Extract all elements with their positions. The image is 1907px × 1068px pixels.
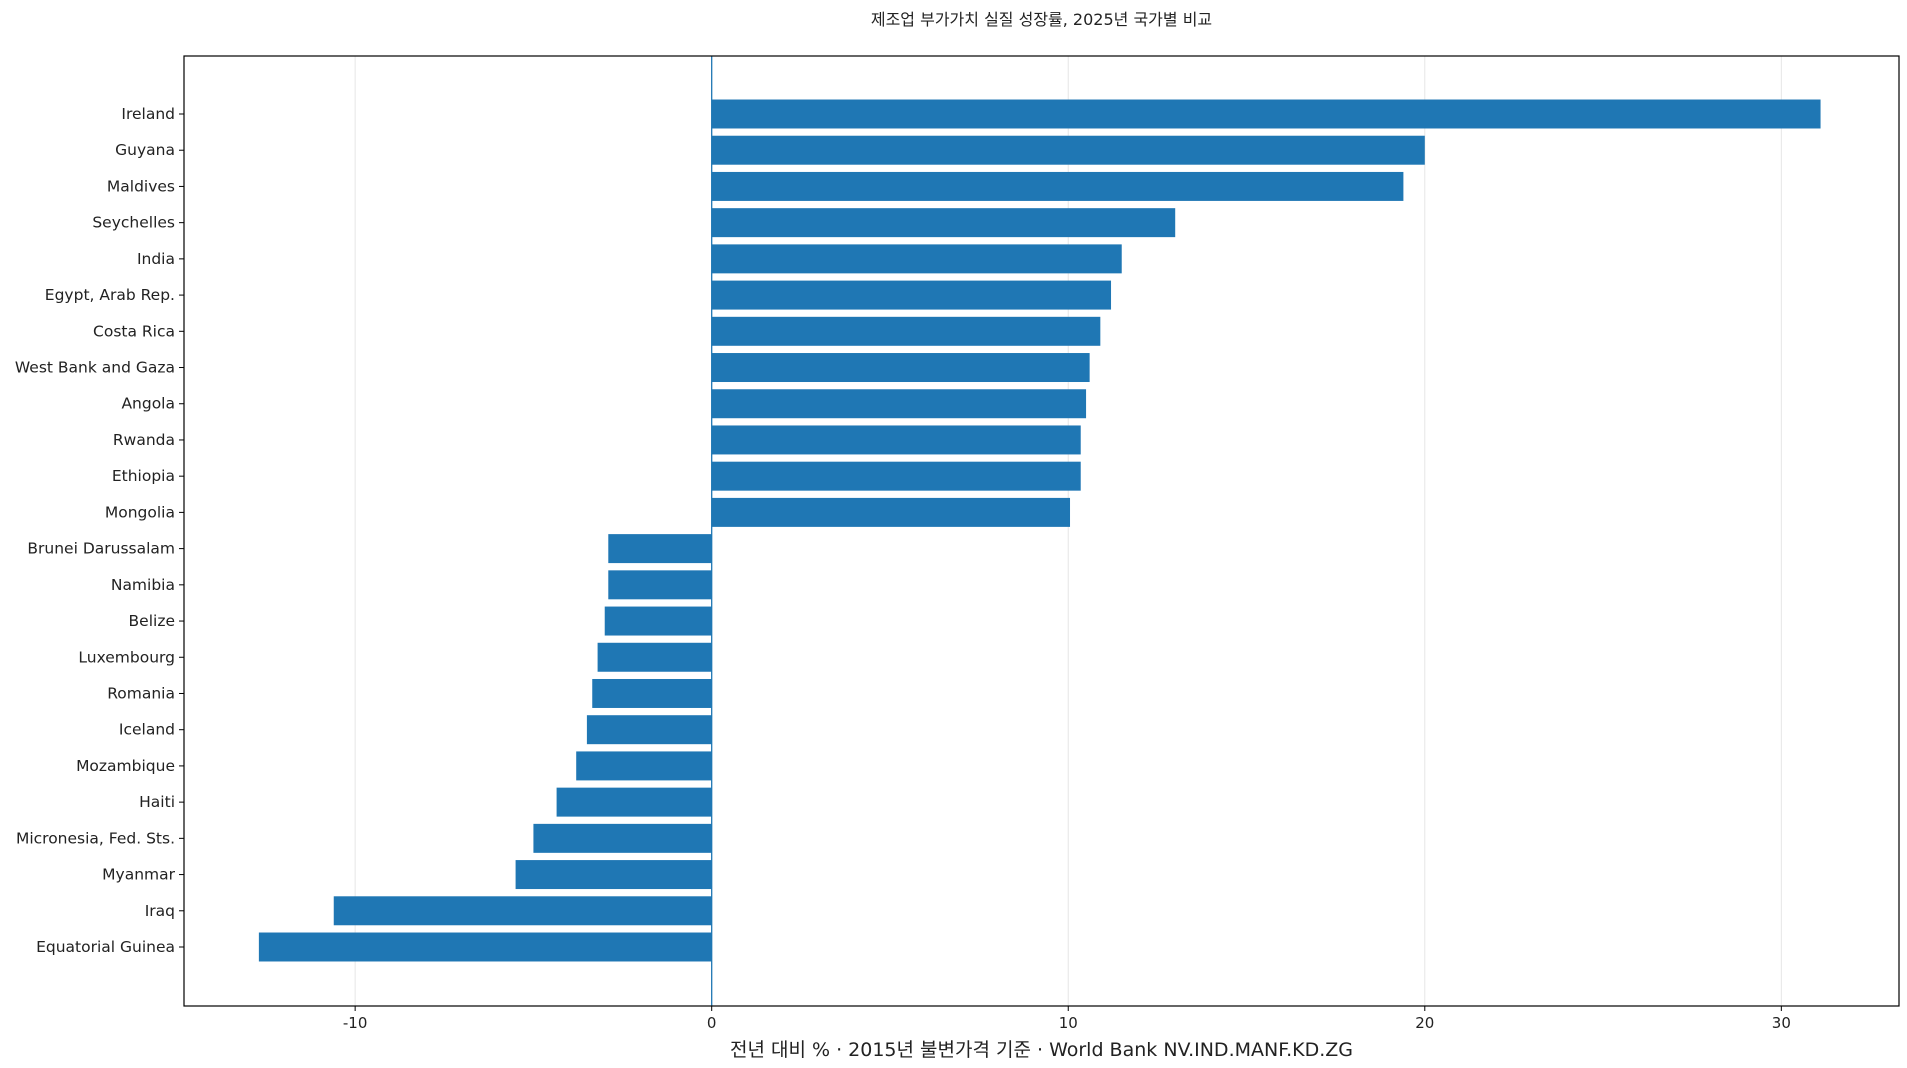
bar [711, 316, 1101, 346]
bar [711, 497, 1071, 527]
bar [711, 461, 1081, 491]
bar [711, 135, 1425, 165]
y-tick-label: Costa Rica [93, 322, 175, 340]
y-tick-label: India [137, 250, 175, 268]
y-tick-label: Namibia [111, 576, 175, 594]
bar [258, 932, 712, 962]
bar [711, 244, 1122, 274]
y-tick-label: West Bank and Gaza [15, 359, 175, 377]
bar [608, 570, 712, 600]
bars [258, 99, 1821, 962]
y-tick-label: Brunei Darussalam [27, 540, 175, 558]
y-tick-label: Micronesia, Fed. Sts. [16, 829, 175, 847]
y-axis-ticks: Ireland Guyana Maldives Seychelles India Egyp… [15, 105, 184, 956]
bar [711, 99, 1821, 129]
bar [556, 787, 712, 817]
x-axis-label: 전년 대비 % · 2015년 불변가격 기준 · World Bank NV.… [730, 1039, 1353, 1061]
x-tick-label: -10 [343, 1014, 368, 1032]
bar [711, 353, 1090, 383]
y-tick-label: Seychelles [92, 214, 175, 232]
x-axis-ticks: -10 0 10 20 30 [343, 1006, 1791, 1032]
y-tick-label: Haiti [139, 793, 175, 811]
y-tick-label: Equatorial Guinea [36, 938, 175, 956]
y-tick-label: Mongolia [105, 503, 175, 521]
x-tick-label: 20 [1415, 1014, 1434, 1032]
y-tick-label: Myanmar [102, 866, 175, 884]
y-tick-label: Ireland [121, 105, 175, 123]
y-tick-label: Iraq [145, 902, 175, 920]
y-tick-label: Angola [121, 395, 175, 413]
bar [533, 823, 712, 853]
bar [597, 642, 712, 672]
y-tick-label: Rwanda [113, 431, 175, 449]
bar [711, 389, 1087, 419]
y-tick-label: Belize [129, 612, 175, 630]
plot-frame [183, 55, 1900, 1007]
bar [711, 171, 1404, 201]
bar [333, 896, 712, 926]
bar [711, 280, 1112, 310]
y-tick-label: Maldives [107, 177, 175, 195]
bar [604, 606, 712, 636]
y-tick-label: Ethiopia [112, 467, 175, 485]
x-tick-label: 30 [1772, 1014, 1791, 1032]
bar [576, 751, 712, 781]
bar [711, 208, 1176, 238]
y-tick-label: Guyana [115, 141, 175, 159]
bar [592, 678, 712, 708]
bar [515, 860, 712, 890]
bar [711, 425, 1081, 455]
x-tick-label: 10 [1059, 1014, 1078, 1032]
y-tick-label: Egypt, Arab Rep. [45, 286, 175, 304]
y-tick-label: Mozambique [76, 757, 175, 775]
y-tick-label: Romania [107, 684, 175, 702]
bar [608, 534, 712, 564]
y-tick-label: Luxembourg [78, 648, 175, 666]
x-tick-label: 0 [707, 1014, 717, 1032]
bar [586, 715, 712, 745]
chart-title: 제조업 부가가치 실질 성장률, 2025년 국가별 비교 [871, 10, 1212, 29]
y-tick-label: Iceland [119, 721, 175, 739]
